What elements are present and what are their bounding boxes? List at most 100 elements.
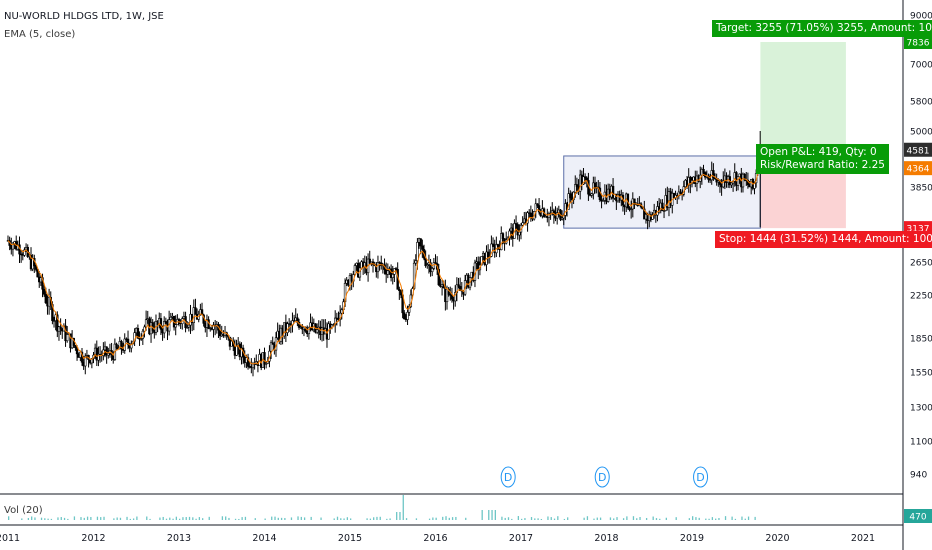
volume-bar — [297, 516, 299, 520]
volume-bar — [290, 517, 293, 520]
volume-bar — [626, 516, 628, 520]
dividend-marker[interactable]: D — [693, 466, 709, 488]
price-tick-label: 1100 — [910, 438, 932, 448]
volume-bar — [692, 516, 694, 520]
candle-body — [44, 293, 48, 304]
candle-body — [662, 210, 666, 212]
volume-bar — [340, 518, 342, 520]
volume-bar — [238, 518, 240, 520]
dividend-marker[interactable]: D — [500, 466, 516, 488]
dividend-circle — [500, 466, 516, 488]
volume-bar — [389, 518, 391, 520]
candle-body — [42, 288, 46, 295]
candle-body — [500, 233, 503, 251]
volume-bar — [530, 517, 533, 520]
candle-body — [297, 321, 301, 328]
volume-bar — [741, 516, 743, 520]
volume-bar — [274, 516, 276, 520]
volume-bar — [31, 516, 33, 520]
candle-body — [514, 223, 518, 225]
candle-body — [722, 180, 725, 188]
volume-bar — [451, 517, 454, 520]
volume-legend[interactable]: Vol (20) — [4, 505, 43, 516]
volume-bar — [280, 517, 283, 520]
target-price-label: 7836 — [907, 39, 930, 49]
price-axis[interactable]: 9000 7000 5800 5000 3850 2650 2250 1850 1550 1300… — [910, 12, 932, 481]
candle-body — [376, 262, 380, 273]
target-zone — [760, 42, 846, 150]
candle-body — [174, 324, 177, 328]
volume-bar — [264, 518, 266, 520]
candle-body — [633, 198, 636, 205]
price-tick-label: 2250 — [910, 292, 932, 302]
time-tick-label: 2011 — [0, 533, 20, 544]
symbol-legend[interactable]: NU-WORLD HLDGS LTD, 1W, JSE — [4, 11, 164, 22]
volume-bar — [221, 516, 224, 520]
candle-body — [105, 346, 108, 356]
volume-bar — [705, 518, 707, 520]
volume-bar — [567, 517, 569, 520]
candle-body — [458, 286, 462, 291]
candle-body — [611, 185, 615, 199]
candle-body — [75, 347, 79, 355]
candle-body — [419, 238, 422, 247]
volume-bar — [622, 518, 625, 520]
volume-bar — [159, 517, 161, 520]
ema-line — [7, 173, 759, 365]
price-tick-label: 1850 — [910, 335, 932, 345]
candle-body — [457, 284, 460, 287]
volume-bar — [86, 516, 89, 520]
volume-bar — [613, 518, 615, 520]
volume-bar — [350, 518, 352, 520]
candle-body — [547, 213, 551, 218]
candle-body — [74, 345, 77, 349]
candle-body — [629, 208, 633, 211]
ema-legend[interactable]: EMA (5, close) — [4, 29, 76, 40]
volume-bar — [593, 518, 595, 520]
volume-bar — [534, 518, 536, 520]
candle-body — [585, 177, 588, 181]
volume-bar — [234, 518, 237, 520]
candle-body — [194, 307, 197, 315]
volume-bars — [8, 495, 756, 520]
volume-bar — [165, 518, 168, 520]
volume-bar — [192, 517, 194, 520]
volume-bar — [734, 518, 737, 520]
volume-bar — [185, 517, 187, 520]
volume-bar — [396, 512, 398, 520]
volume-bar — [129, 518, 131, 520]
candle-body — [169, 316, 172, 320]
candle-body — [486, 251, 490, 258]
pnl-label: Open P&L: 419, Qty: 0 Risk/Reward Ratio:… — [756, 144, 889, 174]
candle-body — [567, 193, 570, 210]
volume-bar — [491, 510, 493, 520]
volume-bar — [711, 517, 714, 520]
volume-bar — [448, 517, 450, 520]
time-tick-label: 2014 — [252, 533, 276, 544]
candle-body — [431, 268, 434, 273]
last-price-label: 4581 — [907, 146, 930, 156]
volume-bar — [445, 516, 447, 520]
candle-body — [371, 261, 375, 265]
last-price-label-bg — [904, 142, 932, 157]
volume-bar — [146, 516, 148, 520]
dividend-marker[interactable]: D — [594, 466, 610, 488]
volume-bar — [599, 517, 602, 520]
candle-body — [712, 170, 715, 179]
volume-bar — [652, 516, 654, 520]
candle-body — [416, 242, 419, 261]
candle-body — [212, 324, 215, 330]
time-axis[interactable]: 2011 2012 2013 2014 2015 2016 2017 2018 2019 2020… — [0, 533, 875, 544]
volume-bar — [67, 518, 69, 520]
volume-bar — [27, 517, 30, 520]
candle-body — [115, 343, 118, 349]
volume-bar — [636, 518, 638, 520]
volume-bar — [47, 518, 49, 520]
volume-bar — [632, 516, 635, 520]
candle-body — [490, 243, 493, 257]
volume-bar — [547, 516, 549, 520]
candle-body — [130, 343, 133, 349]
candle-body — [429, 262, 432, 273]
